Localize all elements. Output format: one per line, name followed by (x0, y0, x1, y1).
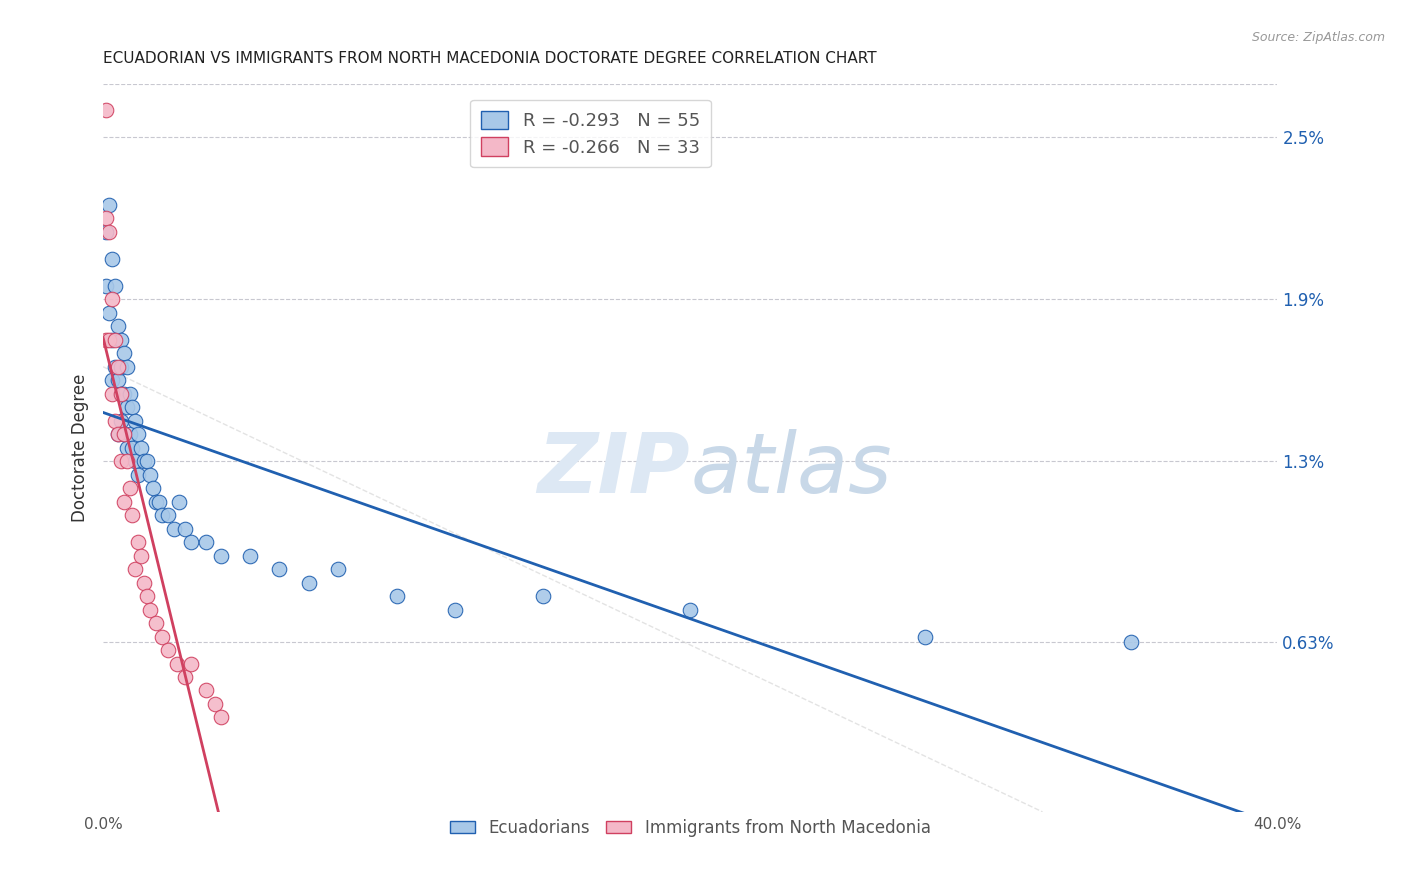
Text: ZIP: ZIP (537, 429, 690, 510)
Point (104, 359, 127, 374)
Point (107, 319, 129, 334)
Point (150, 508, 173, 523)
Point (121, 441, 143, 455)
Point (124, 414, 146, 428)
Point (180, 535, 202, 549)
Point (104, 278, 127, 293)
Point (129, 549, 152, 563)
Point (118, 386, 141, 401)
Point (194, 535, 217, 549)
Point (121, 508, 143, 523)
Point (166, 657, 188, 671)
Point (115, 454, 138, 468)
Point (156, 643, 179, 657)
Point (129, 441, 152, 455)
Point (444, 602, 467, 616)
Y-axis label: Doctorate Degree: Doctorate Degree (72, 374, 89, 522)
Point (112, 427, 135, 442)
Point (104, 414, 127, 428)
Point (136, 589, 159, 603)
Point (98, 306, 121, 320)
Point (269, 562, 291, 576)
Point (174, 522, 197, 536)
Point (139, 602, 162, 616)
Point (107, 373, 129, 387)
Point (142, 481, 165, 495)
Point (136, 454, 159, 468)
Point (914, 630, 936, 644)
Point (101, 373, 124, 387)
Point (150, 630, 173, 644)
Point (112, 494, 135, 508)
Point (121, 401, 143, 415)
Point (180, 657, 202, 671)
Point (110, 414, 132, 428)
Point (94, 103, 117, 118)
Point (115, 441, 138, 455)
Point (194, 683, 217, 698)
Point (98, 198, 121, 212)
Point (101, 252, 124, 266)
Point (148, 494, 170, 508)
Point (115, 401, 138, 415)
Point (209, 549, 232, 563)
Point (127, 467, 149, 482)
Point (239, 549, 262, 563)
Point (110, 359, 132, 374)
Point (101, 333, 124, 347)
Point (1119, 635, 1142, 649)
Text: Source: ZipAtlas.com: Source: ZipAtlas.com (1251, 31, 1385, 45)
Point (101, 386, 124, 401)
Point (107, 427, 129, 442)
Point (110, 454, 132, 468)
Point (101, 293, 124, 307)
Point (209, 710, 232, 724)
Point (94, 333, 117, 347)
Point (127, 427, 149, 442)
Point (118, 427, 141, 442)
Point (145, 494, 167, 508)
Point (124, 454, 146, 468)
Point (118, 481, 141, 495)
Point (127, 535, 149, 549)
Point (94, 225, 117, 239)
Point (533, 589, 555, 603)
Point (110, 386, 132, 401)
Point (139, 467, 162, 482)
Point (94, 211, 117, 226)
Point (124, 562, 146, 576)
Point (104, 333, 127, 347)
Point (134, 454, 156, 468)
Point (204, 697, 226, 711)
Point (162, 522, 184, 536)
Point (169, 494, 191, 508)
Text: atlas: atlas (690, 429, 891, 510)
Legend: Ecuadorians, Immigrants from North Macedonia: Ecuadorians, Immigrants from North Maced… (443, 813, 938, 844)
Point (156, 508, 179, 523)
Point (145, 615, 167, 630)
Point (298, 575, 321, 590)
Point (385, 589, 408, 603)
Point (94, 278, 117, 293)
Point (110, 333, 132, 347)
Point (98, 225, 121, 239)
Point (98, 333, 121, 347)
Point (112, 386, 135, 401)
Point (107, 359, 129, 374)
Point (134, 575, 156, 590)
Point (110, 386, 132, 401)
Point (679, 602, 702, 616)
Point (112, 346, 135, 360)
Point (326, 562, 349, 576)
Point (115, 359, 138, 374)
Point (174, 670, 197, 684)
Text: ECUADORIAN VS IMMIGRANTS FROM NORTH MACEDONIA DOCTORATE DEGREE CORRELATION CHART: ECUADORIAN VS IMMIGRANTS FROM NORTH MACE… (103, 51, 877, 66)
Point (112, 427, 135, 442)
Point (107, 427, 129, 442)
